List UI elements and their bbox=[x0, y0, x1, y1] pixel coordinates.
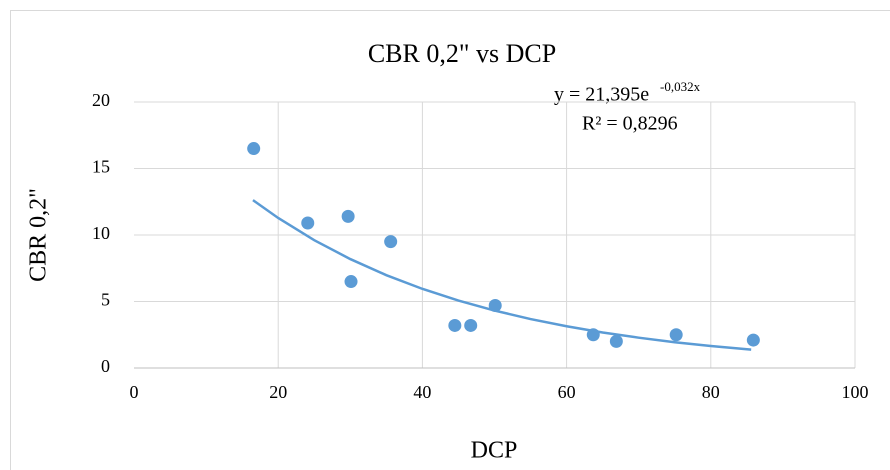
y-tick-label: 15 bbox=[92, 157, 110, 177]
data-point bbox=[341, 209, 355, 223]
data-point bbox=[464, 318, 478, 332]
x-tick-label: 40 bbox=[413, 382, 431, 402]
trendline-equation: y = 21,395e bbox=[554, 84, 649, 106]
trendline-r2: R² = 0,8296 bbox=[582, 113, 678, 135]
y-tick-label: 0 bbox=[101, 356, 110, 376]
x-axis-label: DCP bbox=[471, 438, 518, 464]
x-tick-label: 60 bbox=[558, 382, 576, 402]
data-point bbox=[384, 235, 398, 249]
x-tick-label: 0 bbox=[130, 382, 139, 402]
x-tick-label: 80 bbox=[702, 382, 720, 402]
data-point bbox=[344, 275, 358, 289]
trendline-exponent: -0,032x bbox=[660, 79, 701, 94]
y-axis-label: CBR 0,2" bbox=[26, 188, 52, 282]
x-tick-label: 20 bbox=[269, 382, 287, 402]
data-point bbox=[586, 328, 600, 342]
data-point bbox=[746, 333, 760, 347]
data-point bbox=[301, 216, 315, 230]
data-point bbox=[488, 298, 502, 312]
y-tick-label: 20 bbox=[92, 90, 110, 110]
y-tick-label: 10 bbox=[92, 223, 110, 243]
data-point bbox=[609, 334, 623, 348]
data-point bbox=[669, 328, 683, 342]
data-point bbox=[247, 142, 261, 156]
chart-title: CBR 0,2" vs DCP bbox=[368, 39, 556, 68]
chart-border bbox=[10, 10, 890, 470]
data-point bbox=[448, 318, 462, 332]
y-tick-label: 5 bbox=[101, 290, 110, 310]
x-tick-label: 100 bbox=[842, 382, 869, 402]
